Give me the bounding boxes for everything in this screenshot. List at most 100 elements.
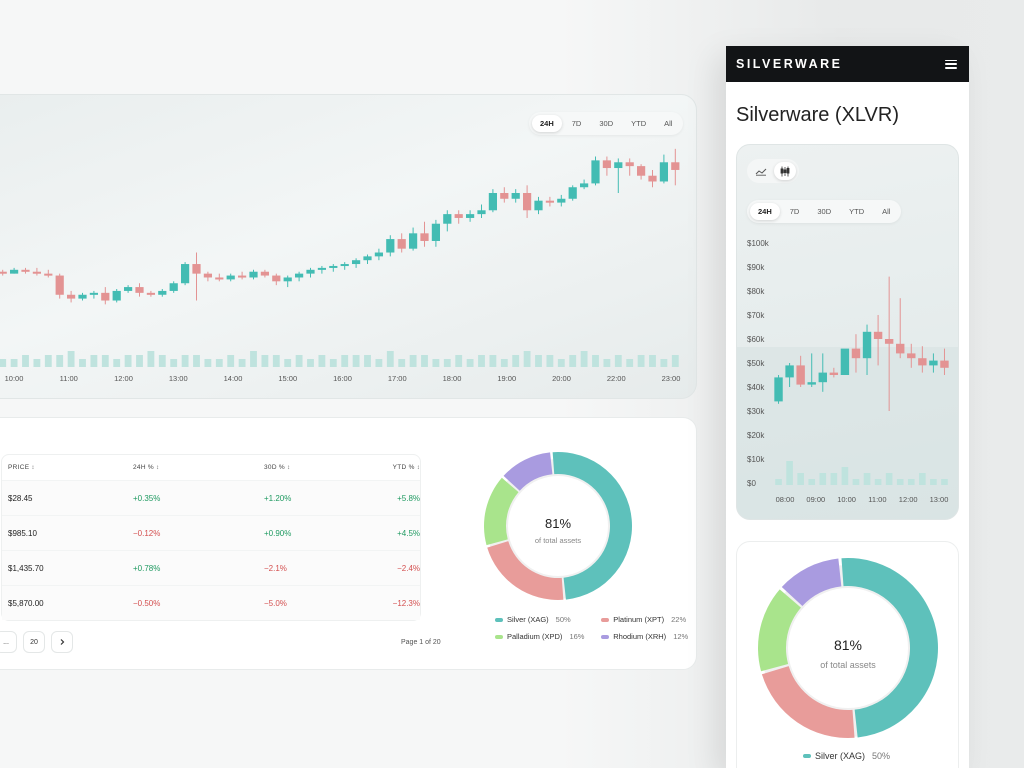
donut-center — [508, 476, 608, 576]
candle-body — [522, 193, 532, 211]
change-ytd-cell: −2.4% — [397, 563, 420, 573]
change-24h-cell: +0.35% — [133, 493, 161, 503]
mobile-time-range-selector: 24H 7D 30D YTD All — [747, 200, 902, 223]
x-axis-label: 11:00 — [868, 495, 886, 504]
candle-body — [21, 269, 30, 272]
sort-icon[interactable]: ↕ — [31, 465, 35, 471]
price-chart-panel: 24H 7D 30D YTD All 10:00 11:00 12:00 13:00 14:00… — [0, 94, 697, 399]
desktop-range-ytd[interactable]: YTD — [631, 119, 647, 128]
volume-bar — [227, 355, 235, 367]
candle-body — [557, 198, 566, 203]
legend-label: Silver (XAG) — [815, 751, 866, 761]
column-header-3[interactable]: YTD % ↕ — [385, 464, 420, 471]
donut-center-value: 81% — [545, 516, 571, 531]
volume-bar — [512, 355, 520, 367]
candle-body — [602, 160, 612, 169]
donut-segment-platinum[interactable] — [761, 666, 855, 738]
legend-pct: 22% — [671, 615, 687, 624]
column-header-2[interactable]: 30D % ↕ — [264, 464, 385, 471]
y-axis-label: $100k — [747, 239, 770, 248]
next-page-button[interactable] — [51, 631, 73, 653]
desktop-range-24h[interactable]: 24H — [532, 115, 562, 132]
candlestick-toggle[interactable] — [774, 162, 796, 180]
desktop-range-30d[interactable]: 30D — [599, 119, 614, 128]
candle-body — [386, 239, 395, 253]
table-row[interactable]: $5,870.00 −0.50% −5.0% −12.3% — [2, 585, 420, 620]
candle-body — [807, 382, 816, 385]
volume-bar — [147, 351, 155, 367]
candle-body — [420, 233, 429, 241]
candle-body — [940, 360, 949, 368]
page-ellipsis-button[interactable]: ... — [0, 631, 17, 653]
desktop-range-all[interactable]: All — [664, 119, 673, 128]
volume-bar — [398, 359, 406, 367]
desktop-range-7d[interactable]: 7D — [571, 119, 582, 128]
candle-body — [929, 360, 938, 366]
candle-body — [408, 233, 418, 249]
legend-swatch — [495, 617, 503, 622]
donut-segment-palladium[interactable] — [484, 477, 519, 546]
candle-body — [374, 252, 384, 257]
table-row[interactable]: $1,435.70 +0.78% −2.1% −2.4% — [2, 550, 420, 585]
x-axis-label: 09:00 — [806, 495, 825, 504]
volume-bar — [215, 359, 223, 367]
page-info: Page 1 of 20 — [401, 639, 441, 646]
page-20-button[interactable]: 20 — [23, 631, 45, 653]
volume-bar — [614, 355, 622, 367]
mobile-range-all[interactable]: All — [882, 207, 891, 216]
mobile-range-30d[interactable]: 30D — [817, 207, 832, 216]
volume-bar — [272, 355, 280, 367]
column-header-1[interactable]: 24H % ↕ — [133, 464, 264, 471]
sort-icon[interactable]: ↕ — [416, 465, 420, 471]
candle-body — [112, 290, 121, 301]
candle-body — [180, 264, 190, 284]
table-row[interactable]: $985.10 −0.12% +0.90% +4.5% — [2, 515, 420, 550]
candle-body — [146, 292, 156, 295]
mobile-view: SILVERWARE Silverware (XLVR) — [726, 46, 969, 768]
sort-icon[interactable]: ↕ — [156, 465, 160, 471]
column-header-0[interactable]: PRICE ↕ — [2, 464, 133, 471]
line-chart-toggle[interactable] — [750, 162, 772, 180]
volume-bar — [158, 355, 166, 367]
chart-type-toggle — [747, 159, 799, 183]
candle-body — [896, 343, 905, 354]
volume-bar — [136, 355, 143, 367]
mobile-range-24h[interactable]: 24H — [750, 203, 780, 220]
legend-swatch — [601, 634, 610, 639]
volume-bar — [329, 359, 337, 367]
candlestick-chart[interactable]: 10:00 11:00 12:00 13:00 14:00 15:00 16:00 17:00… — [0, 95, 697, 399]
donut-center-value: 81% — [834, 637, 862, 653]
mobile-range-7d[interactable]: 7D — [789, 207, 800, 216]
candle-body — [884, 339, 894, 344]
mobile-range-ytd[interactable]: YTD — [849, 207, 865, 216]
donut-segment-silver[interactable] — [552, 452, 633, 600]
volume-bar — [535, 355, 542, 367]
volume-bar — [489, 355, 497, 367]
candle-body — [918, 358, 927, 366]
candle-body — [500, 193, 509, 199]
legend-swatch — [601, 617, 610, 622]
mobile-allocation-legend: Silver (XAG) 50% — [803, 751, 890, 761]
volume-bar — [941, 479, 948, 485]
candle-body — [431, 223, 441, 241]
table-row[interactable]: $28.45 +0.35% +1.20% +5.8% — [2, 480, 420, 515]
donut-segment-palladium[interactable] — [758, 589, 801, 672]
sort-icon[interactable]: ↕ — [287, 465, 291, 471]
y-axis-label: $60k — [747, 335, 765, 344]
donut-segment-rhodium[interactable] — [781, 558, 842, 606]
donut-segment-silver[interactable] — [841, 558, 939, 738]
volume-bar — [352, 355, 360, 367]
price-cell: $28.45 — [8, 493, 33, 503]
donut-segment-platinum[interactable] — [487, 541, 564, 600]
hamburger-menu-icon[interactable] — [945, 59, 957, 69]
candle-body — [614, 162, 623, 169]
mobile-candlestick-chart[interactable]: $0 $10k $20k $30k $40k $50k $60k $70k $80k $90k $1… — [737, 145, 959, 520]
brand-logo[interactable]: SILVERWARE — [736, 57, 843, 71]
donut-segment-rhodium[interactable] — [503, 452, 553, 491]
candle-body — [568, 187, 577, 199]
candle-body — [66, 294, 76, 299]
candle-body — [329, 265, 338, 268]
volume-bar — [907, 479, 915, 485]
volume-bar — [238, 359, 246, 367]
x-axis-label: 12:00 — [114, 374, 133, 383]
